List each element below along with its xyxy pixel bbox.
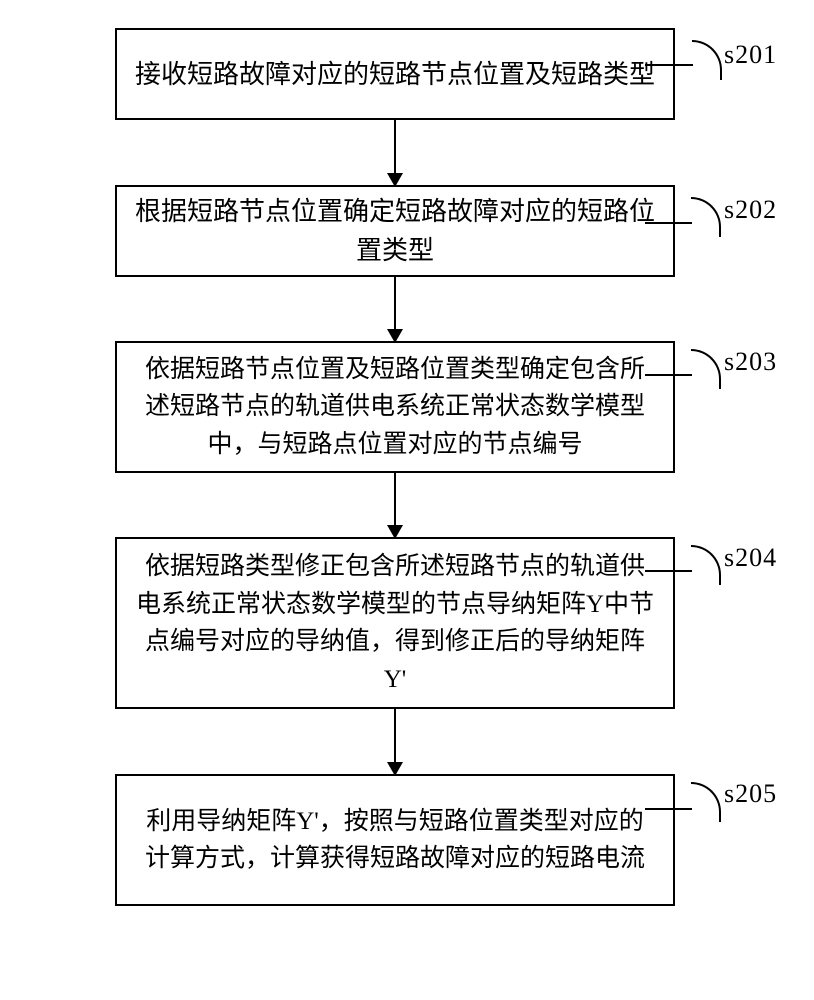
step-label-s202: s202 [724, 195, 777, 225]
flow-step-s203: 依据短路节点位置及短路位置类型确定包含所述短路节点的轨道供电系统正常状态数学模型… [115, 341, 675, 473]
flow-step-s204: 依据短路类型修正包含所述短路节点的轨道供电系统正常状态数学模型的节点导纳矩阵Y中… [115, 537, 675, 709]
flow-step-text: 依据短路节点位置及短路位置类型确定包含所述短路节点的轨道供电系统正常状态数学模型… [135, 351, 655, 464]
label-curve [692, 40, 722, 80]
flow-step-text: 依据短路类型修正包含所述短路节点的轨道供电系统正常状态数学模型的节点导纳矩阵Y中… [135, 548, 655, 698]
step-label-s205: s205 [724, 779, 777, 809]
flow-step-s202: 根据短路节点位置确定短路故障对应的短路位置类型 [115, 185, 675, 277]
label-curve [691, 197, 721, 237]
flow-arrow [394, 120, 396, 185]
label-lead-line [645, 808, 692, 810]
flow-arrow [394, 473, 396, 537]
flowchart-container: 接收短路故障对应的短路节点位置及短路类型根据短路节点位置确定短路故障对应的短路位… [85, 28, 705, 906]
flow-step-s205: 利用导纳矩阵Y'，按照与短路位置类型对应的计算方式，计算获得短路故障对应的短路电… [115, 774, 675, 906]
label-curve [691, 349, 721, 389]
flow-step-text: 根据短路节点位置确定短路故障对应的短路位置类型 [135, 192, 655, 270]
label-curve [691, 545, 721, 585]
flow-arrow [394, 277, 396, 341]
label-lead-line [645, 222, 692, 224]
flow-step-text: 利用导纳矩阵Y'，按照与短路位置类型对应的计算方式，计算获得短路故障对应的短路电… [135, 803, 655, 878]
label-lead-line [645, 570, 692, 572]
flow-step-s201: 接收短路故障对应的短路节点位置及短路类型 [115, 28, 675, 120]
label-lead-line [645, 64, 693, 66]
step-label-s204: s204 [724, 543, 777, 573]
flow-step-text: 接收短路故障对应的短路节点位置及短路类型 [135, 55, 655, 94]
step-label-s201: s201 [724, 40, 777, 70]
label-lead-line [645, 374, 692, 376]
step-label-s203: s203 [724, 347, 777, 377]
label-curve [691, 782, 721, 822]
flow-arrow [394, 709, 396, 774]
